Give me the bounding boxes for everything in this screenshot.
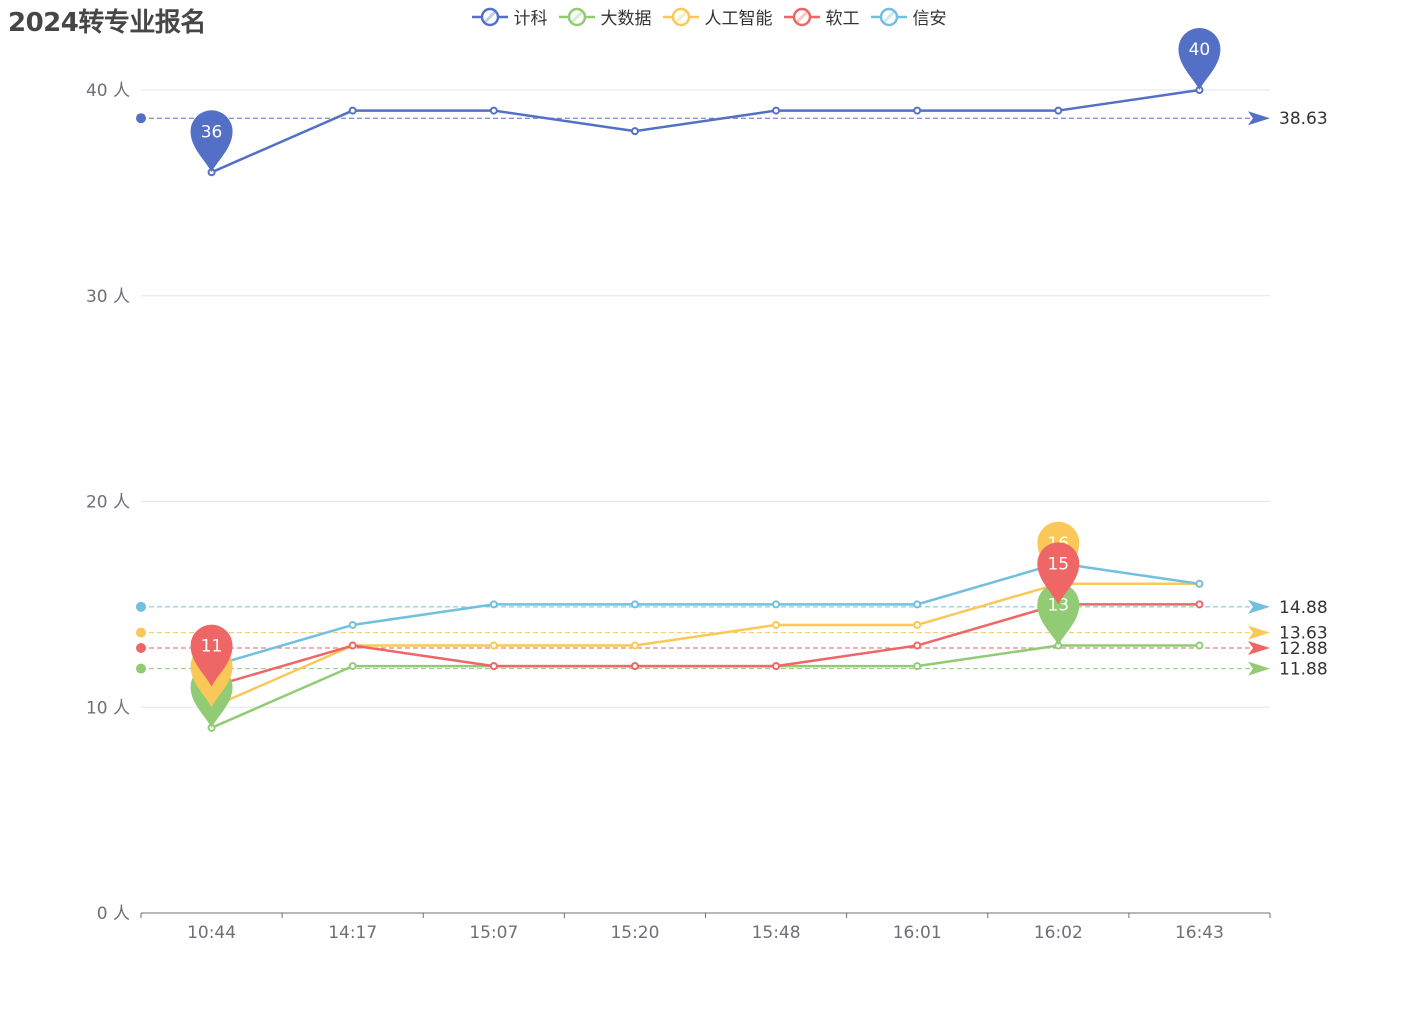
series-line [211,603,1200,688]
series-line [211,582,1200,709]
pin-marker-label: 11 [201,637,223,657]
average-value-label: 13.63 [1279,624,1328,644]
data-point [913,600,922,609]
average-line-arrow [1248,625,1270,640]
data-point [630,600,639,609]
legend-label: 信安 [912,9,947,29]
y-tick-label: 10 人 [86,698,130,718]
pin-marker [190,110,233,173]
x-tick-label: 14:17 [328,923,377,943]
data-point [489,106,498,115]
data-point [913,106,922,115]
legend-line-circle-icon [471,7,508,26]
data-point [348,620,357,629]
data-point [348,662,357,671]
data-point [630,127,639,136]
average-line-start-dot [136,627,146,638]
data-point [1195,579,1204,588]
legend-line-circle-icon [558,7,595,26]
legend-item[interactable]: 大数据 [558,4,652,29]
x-tick-label: 10:44 [187,923,236,943]
average-value-label: 38.63 [1279,109,1328,129]
legend-item[interactable]: 计科 [471,4,548,29]
legend-label: 软工 [825,9,860,29]
chart-title: 2024转专业报名 [8,8,206,38]
data-point [772,600,781,609]
x-tick-label: 16:02 [1034,923,1083,943]
average-value-label: 11.88 [1279,660,1328,680]
average-line-arrow [1248,661,1270,676]
data-point [913,641,922,650]
x-tick-label: 16:01 [893,923,942,943]
legend-label: 计科 [513,9,548,29]
y-tick-label: 0 人 [97,904,130,924]
pin-marker [1037,583,1080,646]
data-point [630,641,639,650]
data-point [772,106,781,115]
pin-marker [1037,542,1080,605]
data-point [913,620,922,629]
data-point [630,662,639,671]
average-line-start-dot [136,663,146,674]
x-tick-label: 15:07 [469,923,518,943]
data-point [913,662,922,671]
pin-marker [190,624,233,687]
y-tick-label: 30 人 [86,287,130,307]
average-value-label: 12.88 [1279,639,1328,659]
data-point [489,641,498,650]
y-tick-label: 20 人 [86,493,130,513]
pin-marker-label: 40 [1189,40,1211,60]
series-line [211,88,1200,174]
legend-item[interactable]: 软工 [783,4,860,29]
average-line-start-dot [136,642,146,653]
average-line-arrow [1248,111,1270,126]
average-line-arrow [1248,599,1270,614]
average-line-arrow [1248,640,1270,655]
data-point [772,620,781,629]
data-point [489,662,498,671]
data-point [1195,600,1204,609]
series-line [211,644,1200,729]
pin-marker [1178,28,1221,90]
pin-marker-label: 36 [201,122,223,142]
average-line-start-dot [136,601,146,612]
legend-line-circle-icon [870,7,907,26]
legend-line-circle-icon [783,7,820,26]
legend: 计科 大数据 人工智能 软工 信安 [0,4,1411,32]
data-point [772,662,781,671]
data-point [348,106,357,115]
series-line [211,561,1200,668]
y-tick-label: 40 人 [86,81,130,101]
pin-marker-label: 15 [1047,554,1069,574]
data-point [348,641,357,650]
x-tick-label: 15:20 [610,923,659,943]
x-tick-label: 15:48 [752,923,801,943]
average-value-label: 14.88 [1279,598,1328,618]
data-point [1054,106,1063,115]
data-point [489,600,498,609]
legend-label: 人工智能 [704,9,773,29]
legend-item[interactable]: 信安 [870,4,947,29]
legend-item[interactable]: 人工智能 [662,4,773,29]
x-tick-label: 16:43 [1175,923,1224,943]
legend-label: 大数据 [600,9,652,29]
pin-marker-label: 13 [1047,596,1069,616]
average-line-start-dot [136,113,146,124]
legend-line-circle-icon [662,7,699,26]
data-point [1195,641,1204,650]
